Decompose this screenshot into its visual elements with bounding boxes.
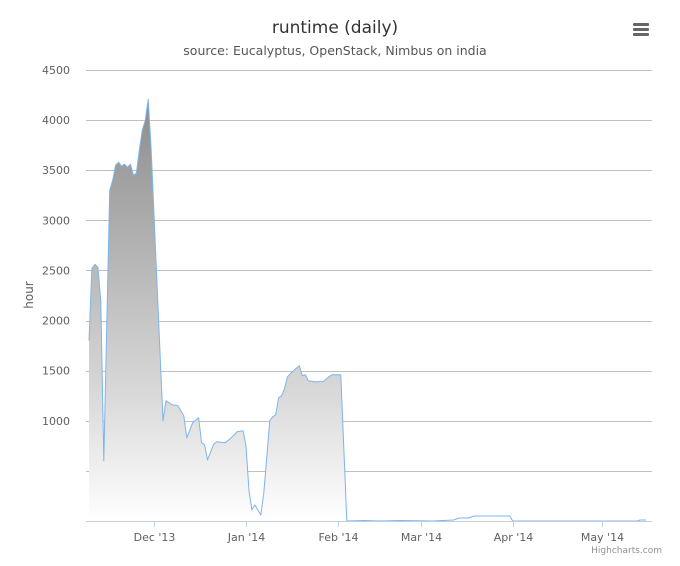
y-tick-label: 2000: [42, 315, 70, 328]
y-tick-label: 2500: [42, 264, 70, 277]
hamburger-menu-icon: [633, 23, 649, 36]
x-tick-label: May '14: [581, 531, 624, 544]
series-line: [88, 98, 647, 522]
area-fill: [89, 99, 647, 521]
y-tick-label: 1000: [42, 415, 70, 428]
x-axis: Dec '13 Jan '14 Feb '14 Mar '14 Apr '14 May '…: [86, 521, 652, 544]
x-tick-label: Feb '14: [319, 531, 359, 544]
chart-title: runtime (daily): [272, 18, 398, 38]
x-tick-label: Dec '13: [134, 531, 176, 544]
y-tick-label: 4500: [42, 64, 70, 77]
y-axis: 1000 1500 2000 2500 3000 3500 4000 4500: [42, 64, 70, 428]
y-tick-label: 4000: [42, 114, 70, 127]
x-tick-label: Mar '14: [401, 531, 442, 544]
x-tick-label: Jan '14: [227, 531, 265, 544]
x-tick-label: Apr '14: [494, 531, 534, 544]
chart-subtitle: source: Eucalyptus, OpenStack, Nimbus on…: [183, 43, 486, 58]
y-tick-label: 3500: [42, 164, 70, 177]
credits-link[interactable]: Highcharts.com: [591, 546, 662, 556]
y-axis-label: hour: [22, 281, 36, 309]
y-tick-label: 1500: [42, 365, 70, 378]
chart-menu-button[interactable]: [626, 16, 656, 42]
y-tick-label: 3000: [42, 214, 70, 227]
area-series: [88, 98, 647, 522]
